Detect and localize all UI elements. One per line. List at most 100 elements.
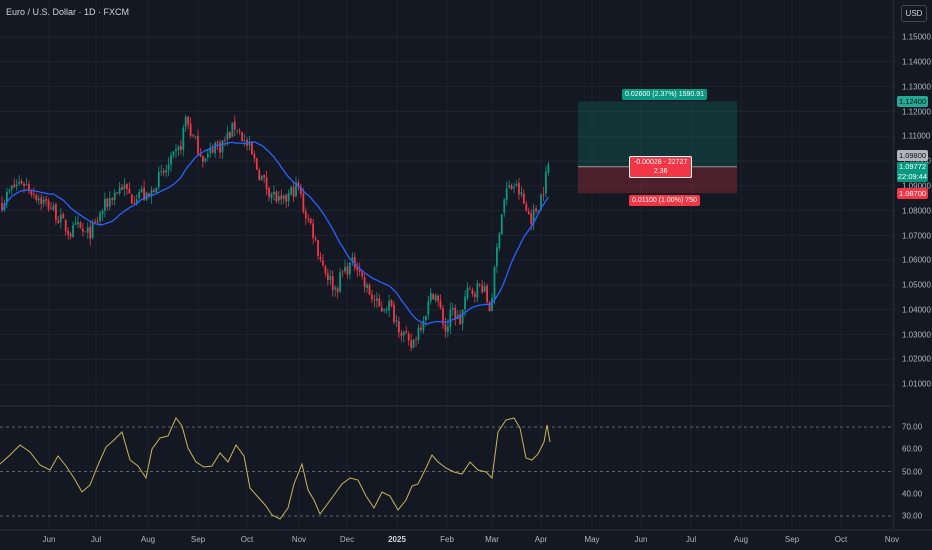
candle-body <box>395 320 398 322</box>
candle-body <box>542 194 545 195</box>
time-tick: Aug <box>140 535 156 544</box>
candle-body <box>241 131 243 142</box>
candle-body <box>113 192 116 200</box>
candle-body <box>30 190 33 195</box>
price-tick: 1.14000 <box>902 57 931 67</box>
candle-body <box>287 192 290 201</box>
bar-countdown: 22:09:44 <box>897 172 928 181</box>
candle-body <box>28 184 30 192</box>
time-tick: Sep <box>190 535 206 544</box>
candle-body <box>314 238 317 240</box>
candle-body <box>388 300 390 311</box>
candle-body <box>368 285 371 295</box>
candle-body <box>116 192 119 193</box>
candle-body <box>216 142 219 144</box>
time-tick: Jul <box>685 535 697 544</box>
stop-info-tag[interactable]: 0.01100 (1.00%) 750 <box>629 195 700 206</box>
candle-body <box>91 222 94 238</box>
stop-price-label: 1.08700 <box>897 188 928 199</box>
candle-body <box>393 304 395 323</box>
candle-body <box>547 164 550 173</box>
candle-body <box>302 193 305 212</box>
candle-body <box>59 214 62 222</box>
candle-body <box>86 227 89 233</box>
price-tick: 1.08000 <box>902 206 931 216</box>
candle-body <box>263 174 266 178</box>
candle-body <box>469 288 471 290</box>
candle-body <box>400 332 403 336</box>
candle-body <box>324 266 327 274</box>
candle-body <box>285 195 288 202</box>
candle-body <box>106 198 109 208</box>
candle-body <box>248 143 251 146</box>
candle-body <box>439 300 442 309</box>
candle-body <box>417 327 420 341</box>
candle-body <box>10 185 13 190</box>
candle-body <box>162 171 165 173</box>
candle-body <box>47 200 50 210</box>
candle-body <box>383 309 386 311</box>
candle-body <box>331 275 334 291</box>
candle-body <box>410 340 413 348</box>
candle-body <box>202 155 204 162</box>
target-info-tag[interactable]: 0.02600 (2.37%) 1590.91 <box>622 89 708 100</box>
candle-body <box>513 187 515 189</box>
candle-body <box>258 169 261 180</box>
candle-body <box>101 211 104 214</box>
candle-body <box>518 183 520 195</box>
candle-body <box>427 300 430 315</box>
candle-body <box>197 136 199 155</box>
candle-body <box>366 284 368 288</box>
candle-body <box>326 273 329 281</box>
candle-body <box>165 170 168 173</box>
candle-body <box>540 194 542 211</box>
candle-body <box>81 228 84 232</box>
candle-body <box>62 214 65 219</box>
candle-body <box>344 267 346 272</box>
candle-body <box>461 309 464 324</box>
candle-body <box>69 233 72 237</box>
currency-button[interactable]: USD <box>901 5 927 22</box>
position-center-line1: -0.00028 - 22727 <box>634 159 688 166</box>
candle-body <box>187 117 190 125</box>
candle-body <box>500 214 503 235</box>
price-tick: 1.10000 <box>902 156 931 166</box>
candle-body <box>429 292 432 302</box>
position-center-line2: 2.36 <box>653 168 668 175</box>
price-tick: 1.05000 <box>902 280 931 290</box>
candle-body <box>199 153 202 157</box>
price-tick: 1.15000 <box>902 32 931 42</box>
candle-body <box>77 222 79 225</box>
candle-body <box>150 189 153 197</box>
candle-body <box>312 223 315 238</box>
candle-body <box>74 223 77 225</box>
time-tick: May <box>584 535 600 544</box>
time-tick: Jun <box>634 535 648 544</box>
candle-body <box>402 331 405 336</box>
candle-body <box>341 271 344 273</box>
rsi-tick: 60.00 <box>902 444 923 454</box>
candle-body <box>454 307 457 320</box>
symbol-title: Euro / U.S. Dollar · 1D · FXCM <box>6 7 130 17</box>
candle-body <box>510 185 513 189</box>
candle-body <box>527 211 530 215</box>
candle-body <box>437 295 439 302</box>
candle-body <box>422 320 425 331</box>
candle-body <box>140 188 143 193</box>
candle-body <box>346 266 349 275</box>
candle-body <box>23 183 25 186</box>
candle-body <box>108 198 111 207</box>
candle-body <box>353 256 356 268</box>
candle-body <box>447 326 449 332</box>
position-center-tag[interactable]: -0.00028 - 22727 2.36 <box>629 156 693 178</box>
candle-body <box>182 127 185 150</box>
candle-body <box>6 191 8 203</box>
candle-body <box>67 230 70 235</box>
candle-body <box>334 287 337 290</box>
candle-body <box>79 222 82 228</box>
candle-body <box>363 277 366 287</box>
candle-body <box>99 213 101 222</box>
candle-body <box>111 198 114 201</box>
